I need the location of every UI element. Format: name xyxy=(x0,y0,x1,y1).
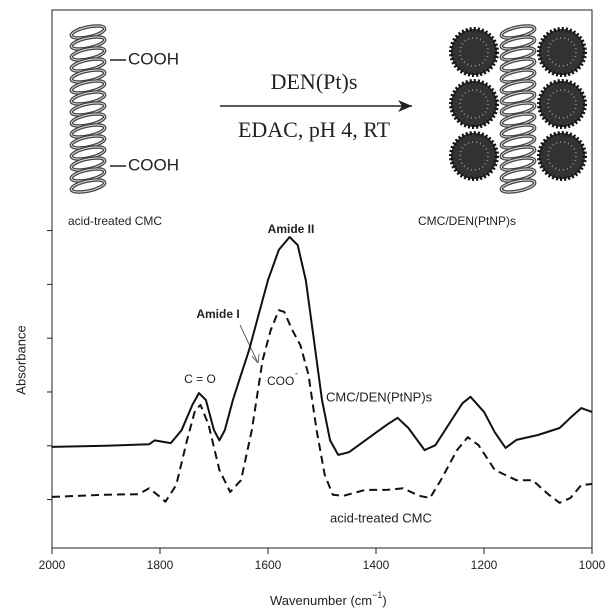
left-label: acid-treated CMC xyxy=(68,214,162,228)
spectrum-line xyxy=(51,236,593,456)
coil-loop-highlight xyxy=(70,179,106,193)
annotation: COO xyxy=(267,374,294,388)
dendrimer xyxy=(537,27,587,77)
annotation-arrow-head xyxy=(251,353,260,364)
x-tick-label: 2000 xyxy=(39,558,66,572)
x-tick-label: 1200 xyxy=(471,558,498,572)
coil-loop-highlight xyxy=(500,179,536,193)
dendrimer-core xyxy=(459,141,489,171)
x-axis-label-sup: −1 xyxy=(372,590,382,600)
dendrimer-core xyxy=(547,37,577,67)
y-axis-label: Absorbance xyxy=(13,325,28,394)
series-label: acid-treated CMC xyxy=(330,510,432,525)
spectrum-line xyxy=(51,309,593,504)
scheme: DEN(Pt)s EDAC, pH 4, RT COOH COOH acid-t… xyxy=(68,24,587,228)
x-axis-label-tail: ) xyxy=(382,593,386,608)
annotation-sup: - xyxy=(295,368,298,378)
x-tick-label: 1800 xyxy=(147,558,174,572)
x-tick-label: 1600 xyxy=(255,558,282,572)
dendrimer-core xyxy=(459,37,489,67)
dendrimer xyxy=(449,27,499,77)
annotation: C = O xyxy=(184,372,216,386)
dendrimer-core xyxy=(547,141,577,171)
cooh-label: COOH xyxy=(128,155,179,174)
x-tick-label: 1400 xyxy=(363,558,390,572)
conditions: EDAC, pH 4, RT xyxy=(238,117,391,142)
plot-frame xyxy=(51,9,593,549)
x-axis-label-text: Wavenumber (cm xyxy=(270,593,372,608)
right-label: CMC/DEN(PtNP)s xyxy=(418,214,516,228)
dendrimer xyxy=(537,131,587,181)
x-tick-label: 1000 xyxy=(579,558,606,572)
annotation: Amide I xyxy=(196,307,239,321)
annotation: Amide II xyxy=(268,222,315,236)
dendrimer xyxy=(537,79,587,129)
cooh-label: COOH xyxy=(128,49,179,68)
arrow-head xyxy=(398,100,412,112)
annotation-arrow xyxy=(239,324,259,364)
dendrimer-core xyxy=(459,89,489,119)
dendrimer-core xyxy=(547,89,577,119)
x-axis-label: Wavenumber (cm−1) xyxy=(270,590,387,608)
series-label: CMC/DEN(PtNP)s xyxy=(326,389,433,404)
reagent: DEN(Pt)s xyxy=(271,69,358,94)
dendrimer xyxy=(449,131,499,181)
dendrimer xyxy=(449,79,499,129)
